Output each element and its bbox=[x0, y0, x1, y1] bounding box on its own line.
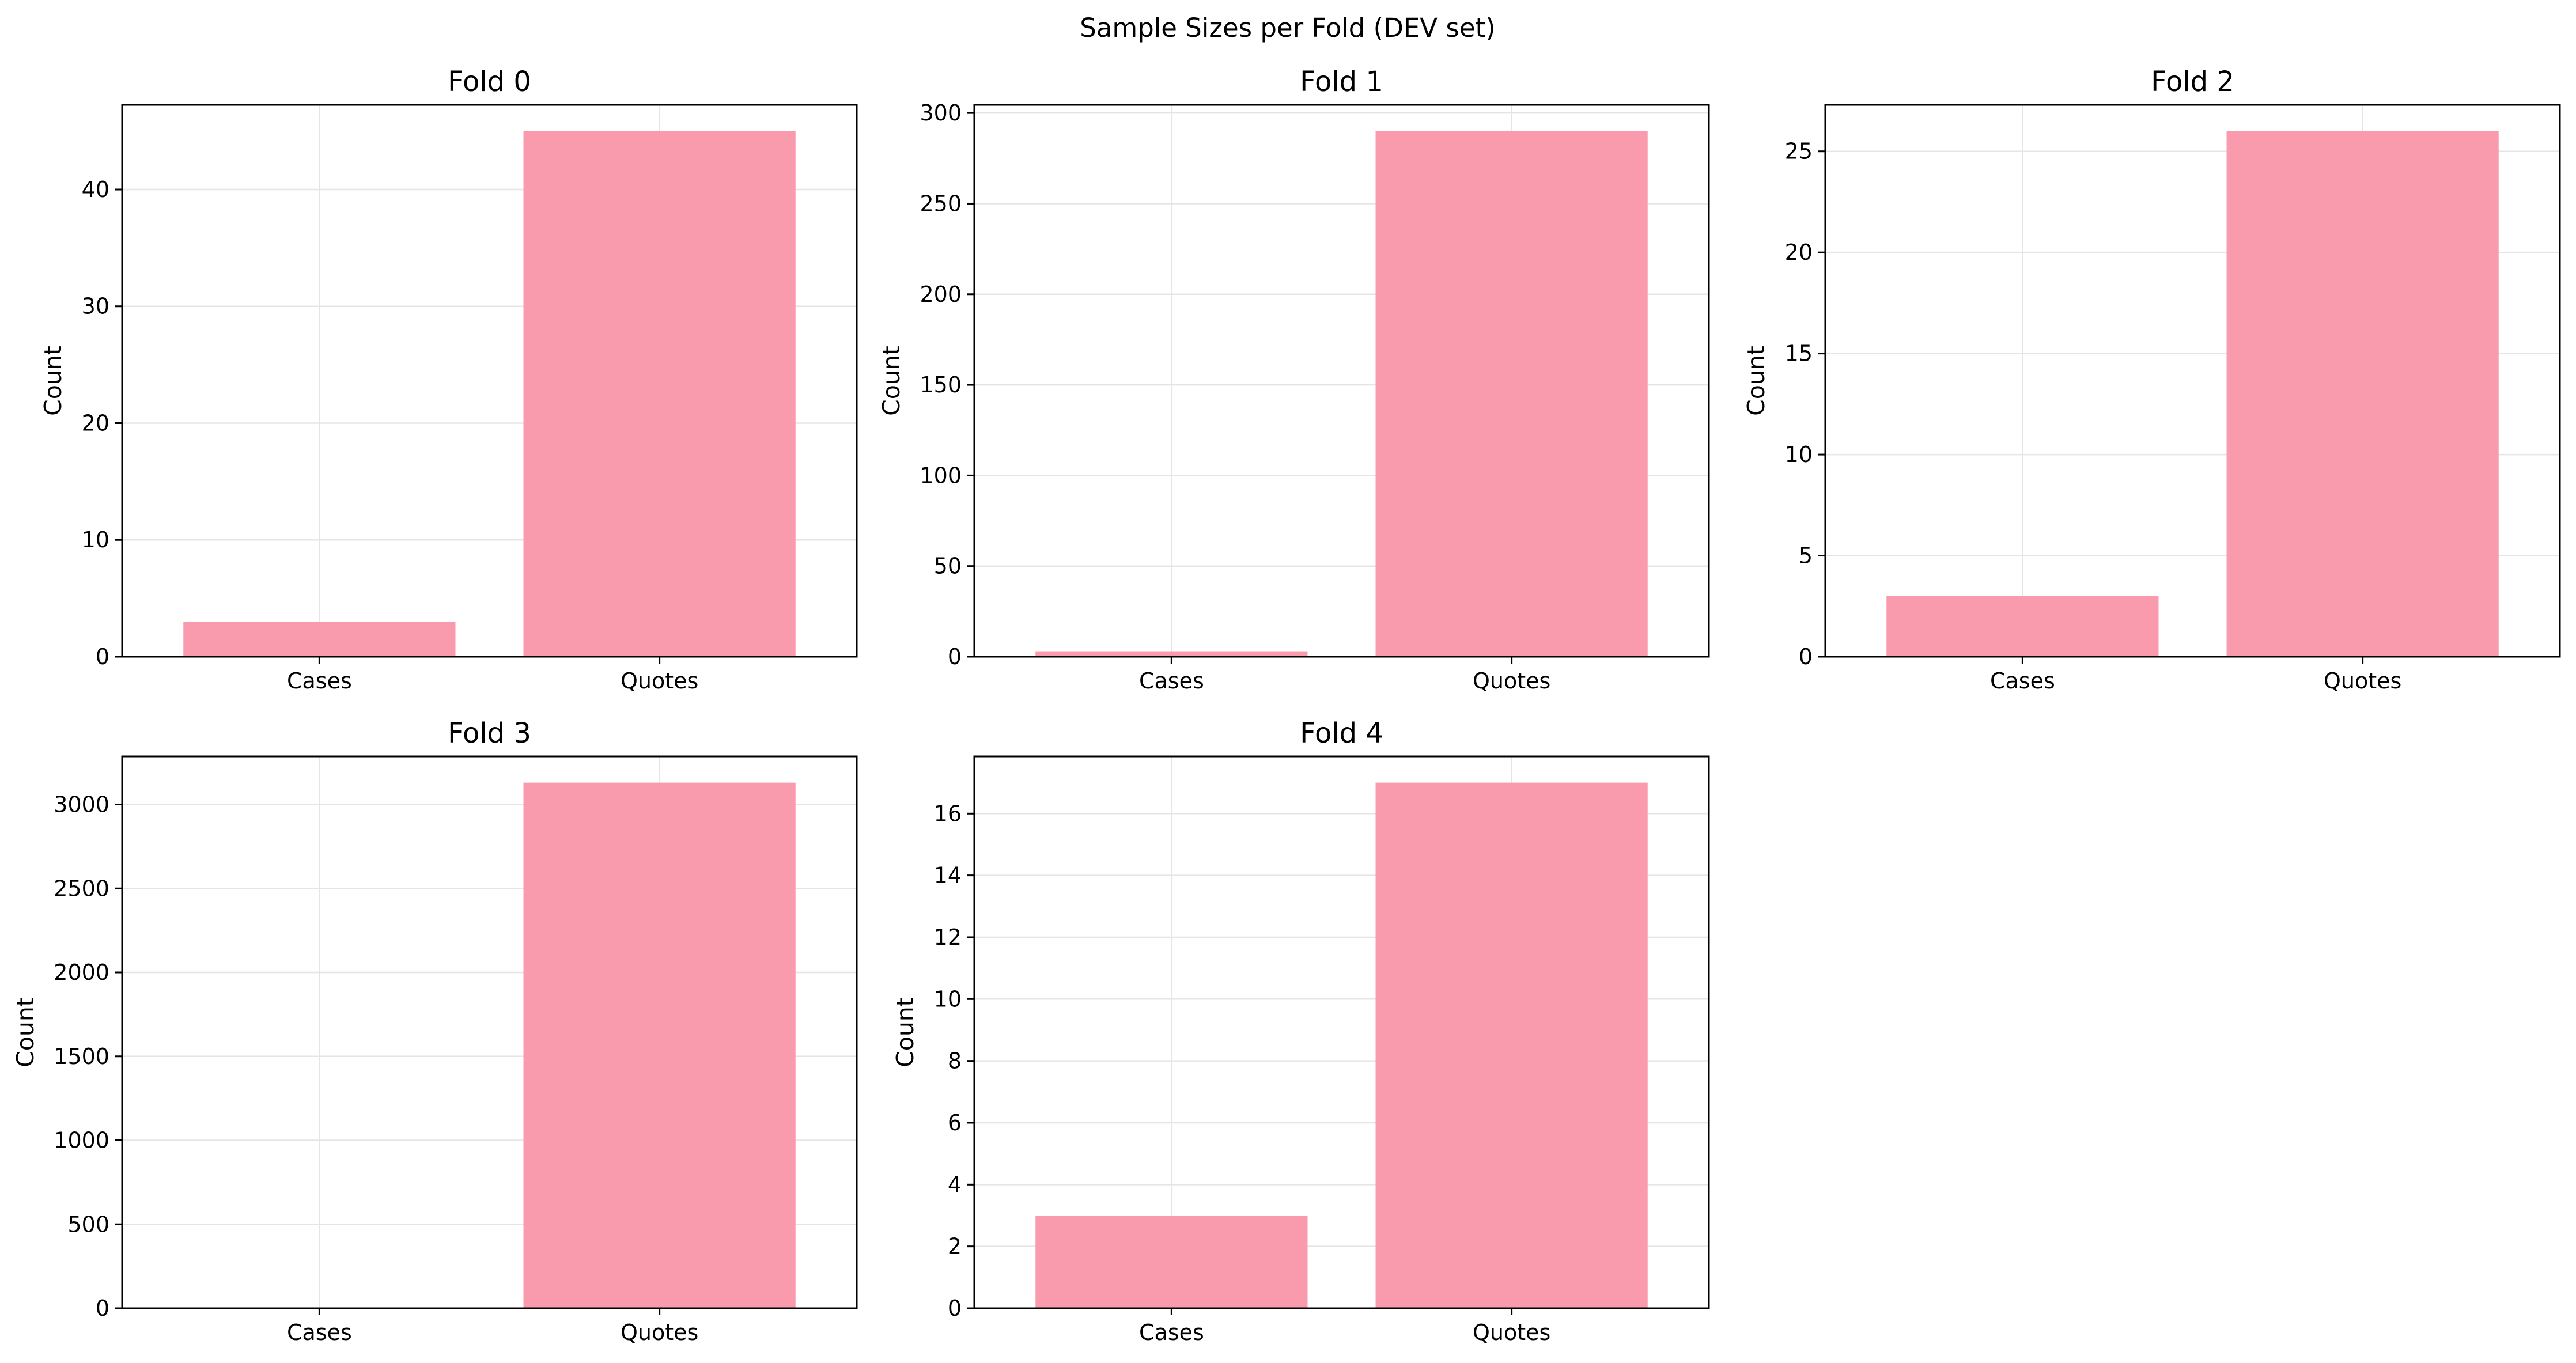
y-axis-label: Count bbox=[891, 997, 919, 1067]
y-tick-label: 3000 bbox=[54, 792, 109, 817]
subplot-fold-2: 0 5 10 15 20 25 Cases Quotes Fold 2 Count bbox=[1742, 66, 2561, 694]
y-tick-label: 2000 bbox=[54, 960, 109, 985]
subplot-title: Fold 1 bbox=[1300, 66, 1383, 98]
bar-quotes bbox=[2226, 131, 2499, 657]
y-tick-label: 14 bbox=[934, 863, 962, 888]
x-tick-label: Quotes bbox=[1473, 668, 1550, 694]
y-tick-label: 0 bbox=[96, 1296, 109, 1321]
y-tick-label: 1000 bbox=[54, 1128, 109, 1153]
y-axis-label: Count bbox=[12, 997, 39, 1067]
y-tick-label: 40 bbox=[82, 177, 109, 202]
y-tick-label: 4 bbox=[948, 1172, 962, 1197]
y-tick-label: 12 bbox=[934, 925, 962, 950]
y-tick-label: 2500 bbox=[54, 876, 109, 901]
axes-frame bbox=[121, 755, 858, 1309]
subplot-title: Fold 4 bbox=[1300, 717, 1383, 749]
y-tick-label: 20 bbox=[82, 410, 109, 436]
x-tick-label: Quotes bbox=[1473, 1320, 1550, 1345]
x-tick-label: Cases bbox=[287, 668, 352, 694]
subplot-fold-4: 0 2 4 6 8 10 12 14 16 Cases Quotes Fold 4 Count bbox=[891, 717, 1710, 1345]
y-axis-label: Count bbox=[1742, 346, 1770, 416]
bar-quotes bbox=[1375, 782, 1648, 1308]
y-tick-label: 10 bbox=[82, 527, 109, 552]
y-tick-label: 30 bbox=[82, 294, 109, 319]
y-tick-label: 20 bbox=[1785, 240, 1813, 265]
y-tick-label: 500 bbox=[67, 1211, 109, 1237]
y-axis-label: Count bbox=[877, 346, 905, 416]
y-tick-label: 10 bbox=[934, 986, 962, 1012]
x-tick-label: Quotes bbox=[2324, 668, 2401, 694]
axes-frame bbox=[973, 755, 1710, 1309]
bar-quotes bbox=[1375, 131, 1648, 657]
y-tick-label: 5 bbox=[1799, 543, 1813, 569]
axes-frame bbox=[1824, 104, 2561, 658]
y-tick-label: 50 bbox=[934, 554, 962, 579]
x-tick-label: Cases bbox=[1139, 668, 1204, 694]
subplot-fold-0: 0 10 20 30 40 Cases Quotes Fold 0 Count bbox=[39, 66, 858, 694]
x-tick-label: Quotes bbox=[621, 668, 698, 694]
subplot-title: Fold 3 bbox=[448, 717, 531, 749]
axes-frame bbox=[973, 104, 1710, 658]
y-tick-label: 10 bbox=[1785, 442, 1813, 467]
y-tick-label: 6 bbox=[948, 1110, 962, 1135]
y-tick-label: 0 bbox=[1799, 644, 1813, 669]
y-tick-label: 16 bbox=[934, 801, 962, 826]
y-tick-label: 2 bbox=[948, 1234, 962, 1259]
y-axis-label: Count bbox=[39, 346, 67, 416]
bar-cases bbox=[1035, 1215, 1308, 1308]
x-tick-label: Cases bbox=[1990, 668, 2055, 694]
y-tick-label: 0 bbox=[96, 644, 109, 669]
y-tick-label: 300 bbox=[920, 100, 962, 126]
bar-quotes bbox=[523, 782, 796, 1308]
y-tick-label: 150 bbox=[920, 372, 962, 397]
y-tick-label: 8 bbox=[948, 1048, 962, 1074]
subplot-title: Fold 0 bbox=[448, 66, 531, 98]
subplot-fold-3: 0 500 1000 1500 2000 2500 3000 Cases Quotes Fold … bbox=[12, 717, 858, 1345]
y-tick-label: 100 bbox=[920, 463, 962, 488]
x-tick-label: Quotes bbox=[621, 1320, 698, 1345]
subplot-fold-1: 0 50 100 150 200 250 300 Cases Quotes Fold 1 Count bbox=[877, 66, 1710, 694]
y-tick-label: 1500 bbox=[54, 1044, 109, 1069]
bar-cases bbox=[1886, 596, 2159, 657]
y-tick-label: 0 bbox=[948, 1296, 962, 1321]
y-tick-label: 250 bbox=[920, 191, 962, 216]
x-tick-label: Cases bbox=[287, 1320, 352, 1345]
axes-frame bbox=[121, 104, 858, 658]
y-tick-label: 25 bbox=[1785, 139, 1813, 164]
subplot-title: Fold 2 bbox=[2151, 66, 2234, 98]
y-tick-label: 200 bbox=[920, 282, 962, 307]
bar-cases bbox=[1035, 651, 1308, 657]
figure-title: Sample Sizes per Fold (DEV set) bbox=[1080, 13, 1495, 43]
x-tick-label: Cases bbox=[1139, 1320, 1204, 1345]
y-tick-label: 15 bbox=[1785, 341, 1813, 366]
bar-quotes bbox=[523, 131, 796, 657]
bar-cases bbox=[183, 622, 456, 657]
y-tick-label: 0 bbox=[948, 644, 962, 669]
